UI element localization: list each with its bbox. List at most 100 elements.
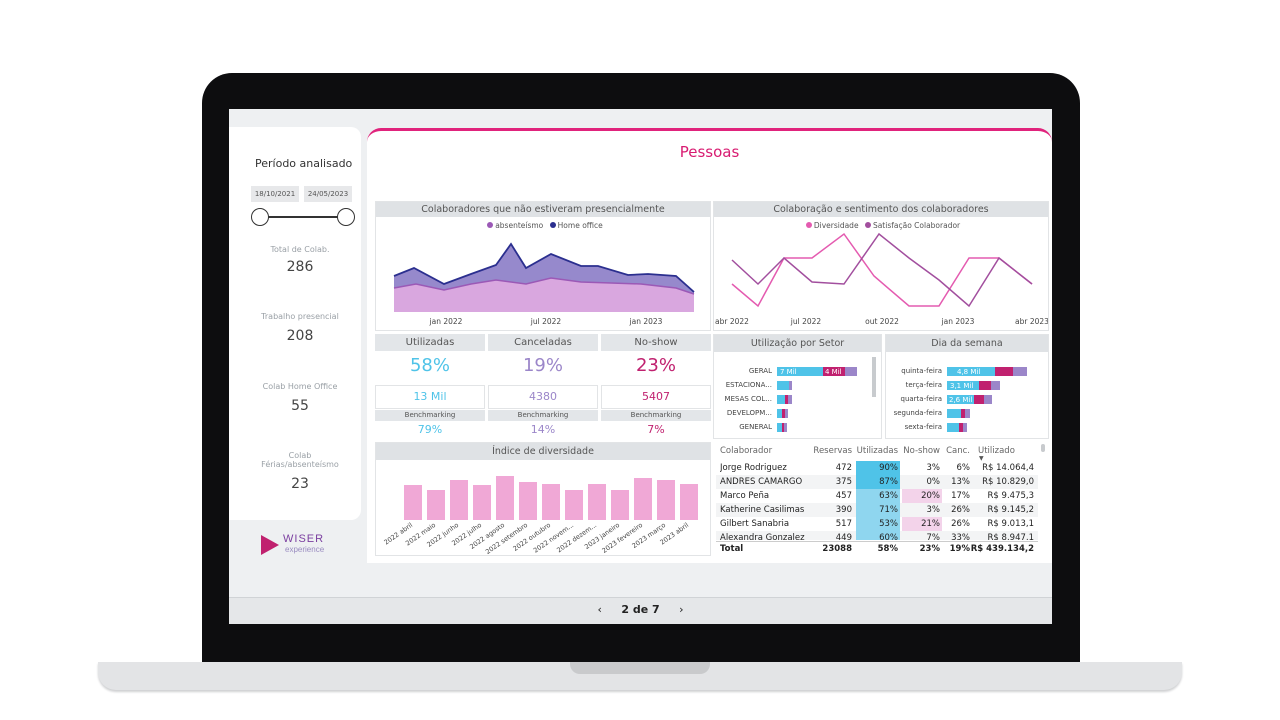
- sector-bar-used: [777, 395, 785, 404]
- diversity-bar: [565, 490, 583, 520]
- page-navigator: ‹ 2 de 7 ›: [229, 603, 1052, 616]
- table-scrollbar[interactable]: [1041, 444, 1045, 452]
- table-row[interactable]: Marco Peña 457 63% 20% 17% R$ 9.475,3: [716, 489, 1038, 503]
- col-header-canc[interactable]: Canc.: [946, 446, 970, 456]
- weekday-bar-noshow: [979, 381, 991, 390]
- date-start-field[interactable]: 18/10/2021: [251, 186, 299, 202]
- weekday-seg1-value: 4,8 Mil: [957, 368, 980, 376]
- kpi-total-value: 286: [286, 259, 314, 275]
- utilizadas-heat-cell: [856, 503, 900, 517]
- cell-utilizado: R$ 9.145,2: [987, 505, 1034, 515]
- absence-line: [393, 277, 695, 295]
- weekday-label: terça-feira: [906, 381, 942, 389]
- date-slider-end-handle[interactable]: [337, 208, 355, 226]
- sector-scrollbar: [872, 357, 876, 397]
- dashboard-screen: ▯ ◌ ◌ ◌ ◌ ⚲ Período analisado 18/10/2021…: [229, 109, 1052, 624]
- sector-label: DEVELOPM...: [727, 409, 772, 417]
- sector-bar-cancel: [845, 367, 857, 376]
- sort-arrow-icon[interactable]: ▼: [979, 455, 984, 462]
- cell-colaborador: Katherine Casilimas: [720, 505, 805, 515]
- cell-canc: 17%: [951, 491, 970, 501]
- kpi-presencial-value: 208: [286, 328, 314, 344]
- tile-canceladas-value: 19%: [522, 355, 563, 376]
- table-total-row: Total 23088 58% 23% 19% R$ 439.134,2: [716, 541, 1038, 555]
- cell-utilizadas: 60%: [879, 533, 898, 540]
- sector-label: GENERAL: [739, 423, 772, 431]
- cell-reservas: 472: [835, 463, 852, 473]
- x-tick: out 2022: [865, 317, 899, 326]
- col-header-noshow[interactable]: No-show: [903, 446, 940, 456]
- kpi-ferias-label: Colab Férias/absenteísmo: [261, 451, 339, 469]
- home-office-line: [393, 242, 695, 293]
- weekday-bar-noshow: [959, 423, 963, 432]
- sector-bar-cancel: [784, 423, 787, 432]
- wiser-logo-word: WISER: [283, 533, 325, 545]
- utilizadas-heat-cell: [856, 461, 900, 475]
- sector-bar-used: [777, 367, 823, 376]
- cell-reservas: 517: [835, 519, 852, 529]
- legend-swatch: [864, 222, 871, 228]
- weekday-bar-cancel: [963, 423, 967, 432]
- diversity-bar: [519, 482, 537, 520]
- tile-utilizadas-bench-label: Benchmarking: [375, 410, 485, 421]
- sector-label: ESTACIONA...: [726, 381, 772, 389]
- tile-noshow-bench-value: 7%: [647, 423, 665, 436]
- col-header-utilizadas[interactable]: Utilizadas: [856, 446, 898, 456]
- page-indicator: 2 de 7: [621, 603, 660, 616]
- x-tick: abr 2023: [1015, 317, 1048, 326]
- filter-panel: Período analisado 18/10/2021 24/05/2023 …: [229, 127, 361, 520]
- legend-swatch: [549, 222, 556, 228]
- next-page-button[interactable]: ›: [679, 603, 684, 616]
- weekday-bar-noshow: [995, 367, 1013, 376]
- utilizadas-heat-cell: [856, 531, 900, 540]
- date-end-field[interactable]: 24/05/2023: [304, 186, 352, 202]
- col-header-colaborador[interactable]: Colaborador: [720, 446, 773, 456]
- col-header-utilizado[interactable]: Utilizado: [978, 446, 1015, 456]
- diversity-bar: [450, 480, 468, 520]
- cell-canc: 13%: [951, 477, 970, 487]
- diversity-bar: [496, 476, 514, 520]
- prev-page-button[interactable]: ‹: [597, 603, 602, 616]
- cell-utilizadas: 71%: [879, 505, 898, 515]
- table-row[interactable]: Gilbert Sanabria 517 53% 21% 26% R$ 9.013,1: [716, 517, 1038, 531]
- weekday-label: quinta-feira: [901, 367, 942, 375]
- chart-sentiment-legend: Diversidade Satisfação Colaborador: [714, 221, 1048, 230]
- cell-utilizado: R$ 8.947,1: [987, 533, 1034, 540]
- total-utilizadas: 58%: [877, 544, 898, 554]
- tile-noshow-count: 5407: [601, 385, 711, 409]
- sector-bar-noshow: [823, 367, 845, 376]
- sector-panel: Utilização por Setor GERAL 7 Mil 4 Mil E…: [713, 334, 882, 439]
- sector-bar-cancel: [788, 395, 792, 404]
- cell-noshow: 7%: [926, 533, 941, 540]
- legend-absenteismo: absenteísmo: [495, 221, 544, 230]
- weekday-seg1-value: 3,1 Mil: [950, 382, 973, 390]
- date-slider-track[interactable]: [260, 216, 346, 218]
- kpi-homeoffice-label: Colab Home Office: [262, 382, 338, 391]
- sector-bar-noshow: [782, 409, 785, 418]
- diversity-panel: Índice de diversidade 2022 abril 2022 mai…: [375, 442, 711, 556]
- cell-reservas: 390: [835, 505, 852, 515]
- sector-bar-used: [777, 381, 789, 390]
- report-footer: [229, 597, 1052, 624]
- x-tick: jan 2023: [941, 317, 975, 326]
- tile-noshow-label: No-show: [601, 334, 711, 351]
- date-slider-start-handle[interactable]: [251, 208, 269, 226]
- diversity-title: Índice de diversidade: [376, 443, 710, 460]
- kpi-presencial-label: Trabalho presencial: [261, 312, 339, 321]
- cell-utilizadas: 90%: [879, 463, 898, 473]
- chart-absence-svg: jan 2022 jul 2022 jan 2023: [393, 242, 695, 326]
- cell-utilizadas: 87%: [879, 477, 898, 487]
- weekday-label: quarta-feira: [901, 395, 943, 403]
- table-row[interactable]: ANDRES CAMARGO 375 87% 0% 13% R$ 10.829,0: [716, 475, 1038, 489]
- table-row[interactable]: Jorge Rodriguez 472 90% 3% 6% R$ 14.064,4: [716, 461, 1038, 475]
- period-title: Período analisado: [255, 157, 353, 170]
- diversity-bar: [588, 484, 606, 520]
- table-row[interactable]: Katherine Casilimas 390 71% 3% 26% R$ 9.145,2: [716, 503, 1038, 517]
- col-header-reservas[interactable]: Reservas: [813, 446, 852, 456]
- x-tick: jul 2022: [530, 317, 562, 326]
- table-row[interactable]: Alexandra Gonzalez 449 60% 7% 33% R$ 8.947,1: [716, 531, 1038, 540]
- diversity-line: [731, 232, 1033, 308]
- cell-reservas: 457: [835, 491, 852, 501]
- wiser-logo-mark: [261, 535, 279, 555]
